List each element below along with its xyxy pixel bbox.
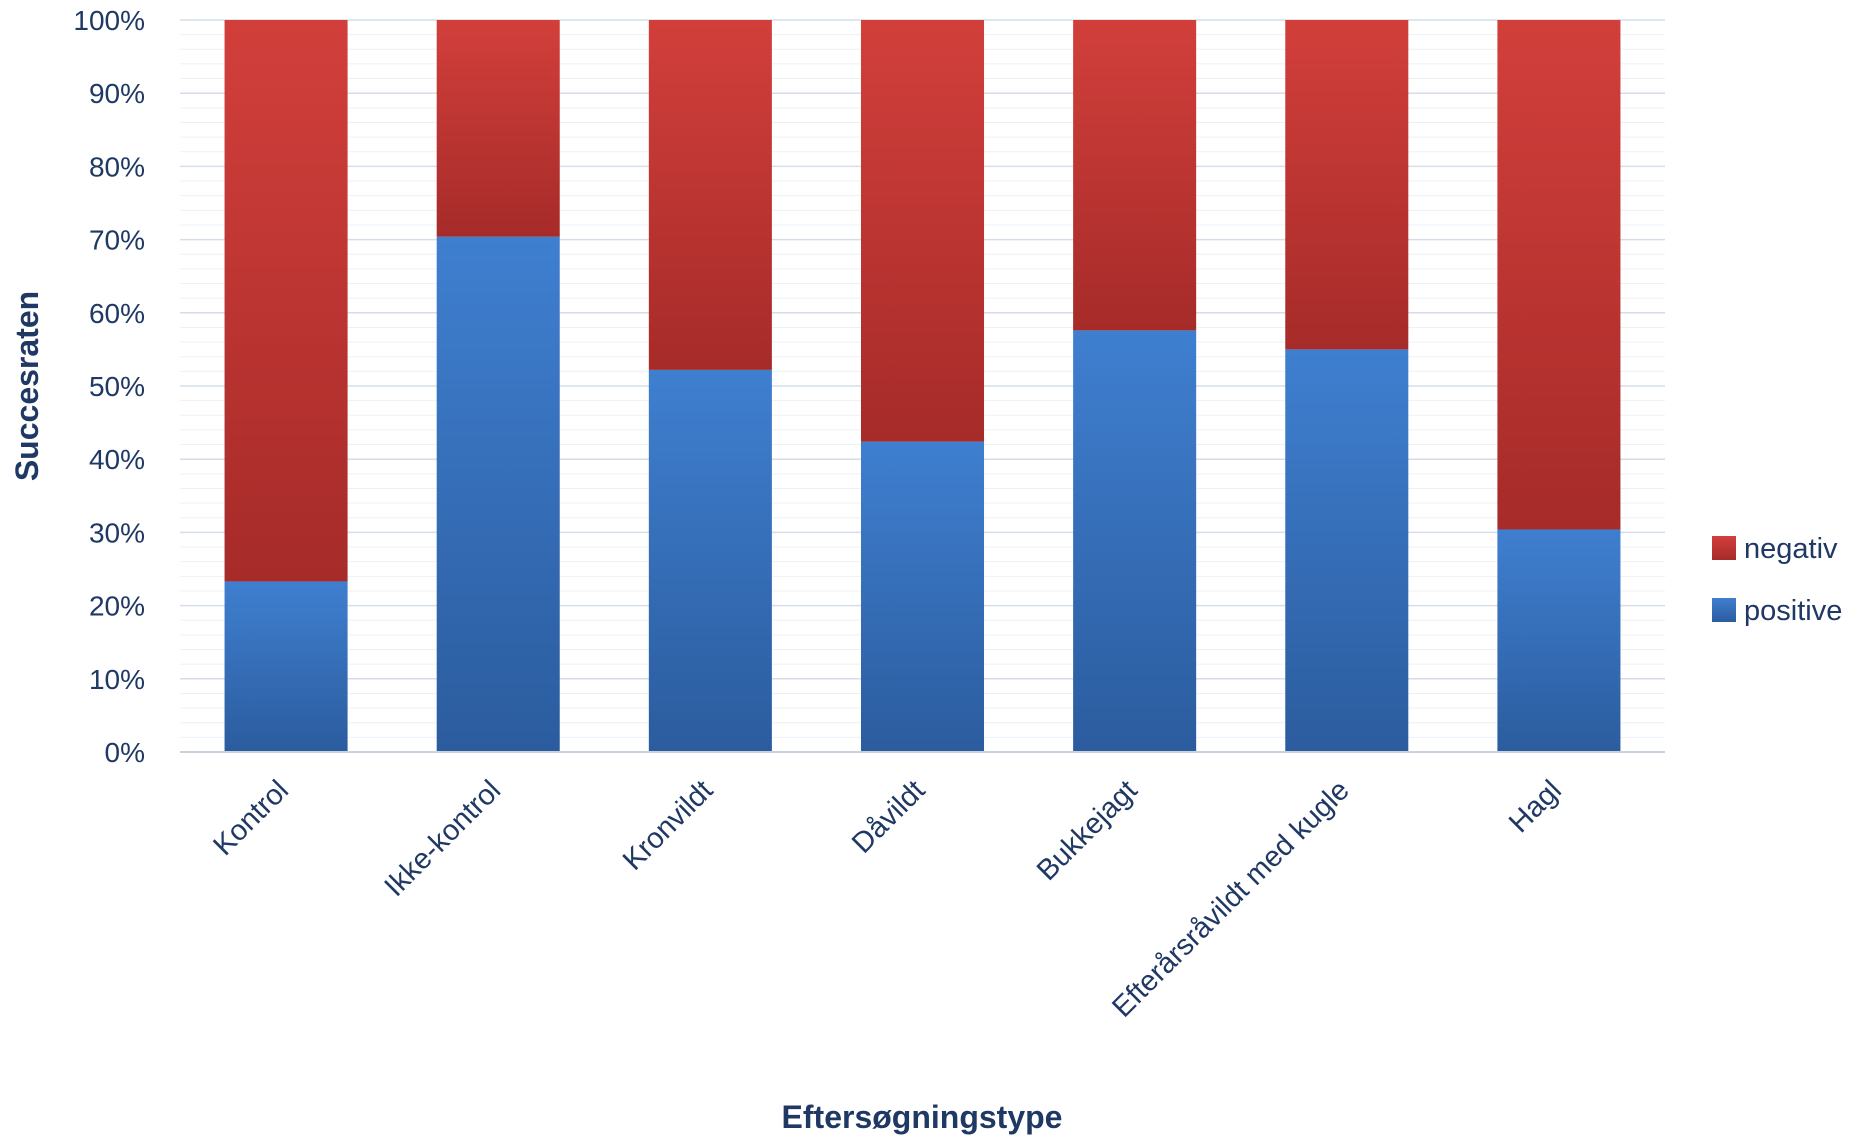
bar-negativ bbox=[1497, 20, 1621, 530]
y-tick-label: 30% bbox=[89, 517, 145, 548]
y-tick-label: 10% bbox=[89, 664, 145, 695]
y-tick-label: 40% bbox=[89, 444, 145, 475]
bar-negativ bbox=[1285, 20, 1409, 350]
y-tick-label: 80% bbox=[89, 151, 145, 182]
legend-label-positive: positive bbox=[1744, 595, 1842, 627]
y-tick-label: 70% bbox=[89, 225, 145, 256]
x-tick-label: Kronvildt bbox=[617, 774, 719, 876]
x-tick-label: Bukkejagt bbox=[1031, 774, 1144, 887]
y-tick-label: 90% bbox=[89, 78, 145, 109]
bar-negativ bbox=[1073, 20, 1197, 331]
y-axis: 0% 10% 20% 30% 40% 50% 60% 70% 80% 90% 100% bbox=[73, 5, 145, 768]
bar-negativ bbox=[436, 20, 560, 237]
y-tick-label: 0% bbox=[105, 737, 145, 768]
y-tick-label: 100% bbox=[73, 5, 145, 36]
bar-positive bbox=[1497, 529, 1621, 752]
x-tick-label: Efterårsråvildt med kugle bbox=[1106, 774, 1355, 1023]
bar-positive bbox=[1285, 349, 1409, 752]
bars bbox=[224, 20, 1621, 752]
bar-positive bbox=[1073, 330, 1197, 752]
bar-negativ bbox=[860, 20, 985, 442]
x-axis: Kontrol Ikke-kontrol Kronvildt Dåvildt Bukke… bbox=[207, 774, 1567, 1023]
x-tick-label: Hagl bbox=[1503, 774, 1568, 839]
bar-negativ bbox=[648, 20, 772, 370]
y-tick-label: 20% bbox=[89, 591, 145, 622]
x-tick-label: Kontrol bbox=[207, 774, 295, 862]
bar-positive bbox=[224, 581, 348, 752]
bar-positive bbox=[436, 236, 560, 752]
y-axis-title: Succesraten bbox=[9, 291, 45, 481]
bar-negativ bbox=[224, 20, 348, 582]
x-axis-title: Eftersøgningstype bbox=[782, 1099, 1063, 1135]
legend-swatch-negativ bbox=[1712, 536, 1736, 560]
legend: negativ positive bbox=[1712, 533, 1842, 627]
legend-label-negativ: negativ bbox=[1744, 533, 1838, 565]
y-tick-label: 60% bbox=[89, 298, 145, 329]
y-tick-label: 50% bbox=[89, 371, 145, 402]
bar-positive bbox=[648, 369, 772, 752]
x-tick-label: Ikke-kontrol bbox=[379, 774, 508, 903]
x-tick-label: Dåvildt bbox=[846, 774, 931, 859]
bar-positive bbox=[860, 441, 985, 752]
legend-swatch-positive bbox=[1712, 598, 1736, 622]
